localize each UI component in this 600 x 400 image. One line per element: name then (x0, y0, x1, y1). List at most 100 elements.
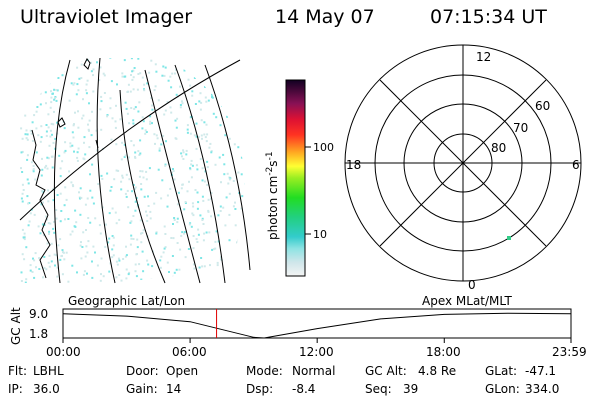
speckle (61, 254, 63, 257)
speckle (200, 134, 203, 137)
speckle (81, 246, 84, 248)
speckle (205, 231, 208, 234)
speckle (103, 74, 106, 77)
speckle (135, 275, 138, 278)
speckle (49, 68, 52, 71)
speckle (220, 181, 222, 184)
speckle (190, 163, 193, 166)
speckle (62, 68, 65, 71)
speckle (164, 246, 167, 249)
speckle (37, 134, 40, 137)
speckle (177, 191, 180, 194)
speckle (71, 230, 74, 233)
speckle (79, 244, 82, 247)
speckle (92, 74, 94, 77)
speckle (119, 118, 122, 121)
speckle (92, 202, 95, 205)
speckle (197, 201, 200, 204)
speckle (92, 68, 95, 71)
speckle (160, 197, 163, 200)
speckle (61, 160, 64, 163)
speckle (242, 75, 245, 78)
speckle (167, 79, 170, 82)
speckle (71, 144, 74, 147)
speckle (173, 178, 176, 181)
speckle (141, 76, 144, 79)
speckle (108, 237, 111, 240)
gcalt-value: 4.8 Re (418, 364, 457, 378)
speckle (210, 215, 213, 218)
speckle (224, 224, 227, 227)
speckle (20, 280, 23, 282)
speckle (25, 89, 28, 92)
speckle (246, 161, 248, 163)
speckle (227, 79, 229, 82)
speckle (127, 156, 130, 159)
speckle (40, 203, 43, 206)
speckle (109, 97, 112, 100)
speckle (45, 130, 48, 133)
speckle (151, 122, 153, 125)
speckle (176, 217, 179, 220)
speckle (207, 198, 210, 201)
speckle (164, 163, 167, 166)
speckle (54, 97, 56, 100)
speckle (139, 72, 142, 75)
speckle (192, 214, 195, 217)
speckle (166, 205, 169, 208)
speckle (210, 197, 212, 200)
speckle (190, 116, 193, 119)
door-value: Open (166, 364, 199, 378)
speckle (237, 262, 240, 265)
gain-value: 14 (166, 382, 182, 396)
speckle (48, 233, 50, 235)
speckle (54, 67, 57, 70)
speckle (136, 205, 139, 208)
speckle (63, 127, 66, 130)
speckle (179, 104, 182, 106)
speckle (156, 137, 159, 140)
speckle (217, 240, 220, 243)
speckle (158, 149, 161, 152)
speckle (155, 232, 158, 235)
speckle (38, 268, 41, 270)
speckle (64, 218, 66, 221)
speckle (32, 168, 35, 171)
speckle (49, 135, 52, 138)
speckle (186, 131, 189, 134)
speckle (247, 205, 249, 207)
speckle (69, 145, 72, 148)
speckle (190, 159, 193, 162)
ytick-9: 9.0 (29, 307, 48, 321)
speckle (164, 233, 167, 235)
speckle (123, 143, 126, 146)
speckle (34, 178, 37, 181)
speckle (23, 235, 26, 238)
speckle (91, 260, 93, 263)
speckle (168, 271, 170, 273)
speckle (24, 133, 27, 136)
speckle (94, 217, 97, 220)
speckle (131, 190, 134, 193)
speckle (137, 150, 140, 153)
speckle (107, 241, 110, 244)
speckle (140, 278, 143, 281)
speckle (203, 180, 206, 183)
speckle (72, 83, 75, 86)
speckle (137, 73, 140, 75)
speckle (204, 136, 207, 139)
speckle (190, 225, 193, 228)
speckle (35, 127, 38, 130)
speckle (21, 200, 24, 203)
speckle (191, 212, 194, 215)
speckle (193, 267, 196, 270)
speckle (50, 96, 53, 99)
speckle (44, 69, 47, 72)
speckle (35, 151, 38, 154)
speckle (55, 99, 58, 102)
speckle (40, 174, 43, 177)
speckle (86, 251, 89, 254)
speckle (201, 265, 204, 268)
speckle (176, 203, 179, 206)
